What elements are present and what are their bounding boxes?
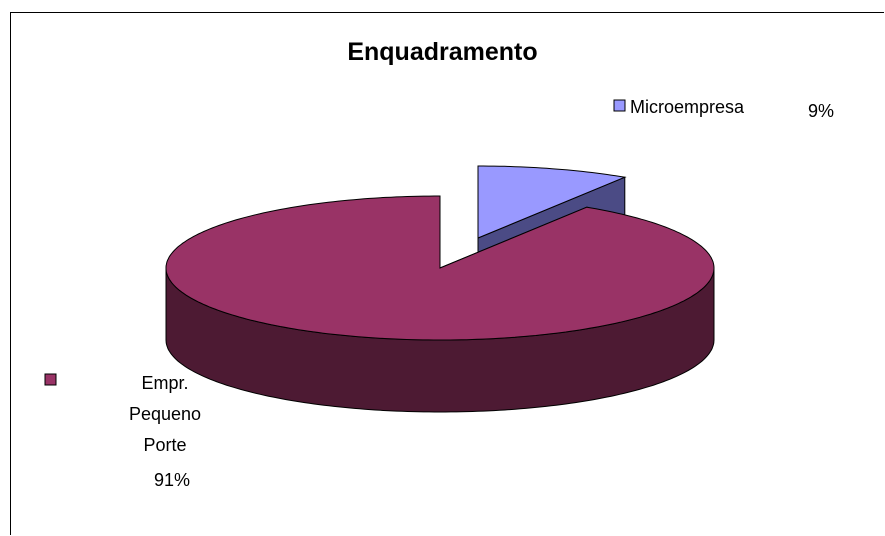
slice	[477, 165, 627, 239]
legend-swatch	[44, 373, 57, 386]
slice	[165, 195, 715, 341]
value-label: 9%	[808, 101, 835, 121]
value-label: 91%	[153, 470, 191, 490]
chart-frame	[10, 12, 884, 535]
category-label: Microempresa	[630, 97, 745, 117]
chart-title: Enquadramento	[347, 38, 538, 66]
category-label: Empr. Pequeno Porte	[128, 373, 202, 455]
legend-swatch	[613, 99, 626, 112]
